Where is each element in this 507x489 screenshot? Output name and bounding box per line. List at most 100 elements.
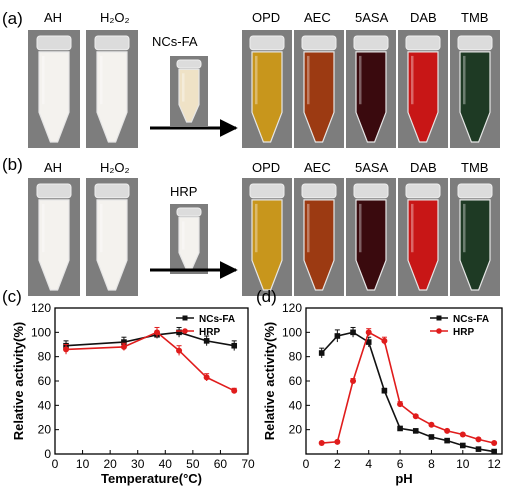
data-point bbox=[365, 339, 372, 345]
y-tick-label: 40 bbox=[38, 398, 52, 412]
product-label-tmb: TMB bbox=[461, 10, 488, 25]
panel-c-label: (c) bbox=[2, 287, 22, 306]
y-tick-label: 0 bbox=[44, 447, 51, 461]
legend-marker bbox=[436, 315, 442, 321]
tube-highlight bbox=[411, 55, 414, 105]
tube-liquid bbox=[178, 68, 200, 123]
panel-a: (a) AH H₂O₂ NCs-FA OPD AEC 5ASA DAB TMB bbox=[2, 9, 500, 148]
tube-label-ah: AH bbox=[44, 160, 62, 175]
tube-highlight bbox=[359, 55, 362, 105]
data-point bbox=[318, 350, 325, 356]
tube-aec bbox=[301, 35, 337, 143]
y-tick-label: 100 bbox=[31, 325, 51, 339]
tube-cap bbox=[353, 35, 389, 51]
tube-liquid bbox=[38, 51, 70, 143]
x-tick-label: 12 bbox=[487, 457, 501, 471]
data-point bbox=[334, 333, 341, 339]
tube-highlight bbox=[463, 203, 466, 253]
chart-temperature: 0 10 20 30 40 50 60 70 0 20 40 60 80 100 120 Temperatur… bbox=[11, 301, 255, 486]
tube-label-h2o2: H₂O₂ bbox=[100, 10, 130, 25]
data-point bbox=[63, 346, 70, 353]
tube-5asa bbox=[353, 35, 389, 143]
photo-substrate-tubes bbox=[28, 178, 138, 296]
legend-label: HRP bbox=[199, 327, 220, 338]
legend-entry: NCs-FA bbox=[430, 314, 489, 325]
panel-c: (c) 0 10 20 30 40 50 60 70 0 20 40 60 80 100 120 Temper… bbox=[2, 287, 255, 486]
y-tick-label: 60 bbox=[289, 374, 303, 388]
data-point bbox=[231, 342, 238, 349]
y-axis-label: Relative activity(%) bbox=[262, 322, 277, 441]
tube-cap bbox=[36, 183, 72, 199]
data-point bbox=[412, 413, 419, 420]
tube-h2o2 bbox=[94, 35, 130, 143]
data-point bbox=[203, 374, 210, 381]
tube-ah bbox=[36, 183, 72, 291]
legend-label: HRP bbox=[453, 327, 474, 338]
data-point bbox=[428, 434, 435, 440]
tube-liquid bbox=[251, 51, 283, 143]
legend-entry: NCs-FA bbox=[176, 314, 235, 325]
chart-ph: 0 2 4 6 8 10 12 20 40 60 80 100 120 pH Relative activi… bbox=[262, 301, 503, 486]
series-line bbox=[321, 331, 495, 444]
x-tick-label: 40 bbox=[159, 457, 173, 471]
series-ncs-fa bbox=[318, 326, 497, 455]
tube-cap bbox=[353, 183, 389, 199]
tube-highlight bbox=[411, 203, 414, 253]
x-tick-label: 4 bbox=[365, 457, 372, 471]
data-point bbox=[397, 401, 404, 408]
x-axis-label: pH bbox=[395, 471, 412, 486]
data-point bbox=[120, 343, 127, 350]
data-point bbox=[475, 446, 482, 452]
tube-liquid bbox=[355, 51, 387, 143]
tube-cap bbox=[36, 35, 72, 51]
data-point bbox=[428, 421, 435, 428]
data-point bbox=[350, 378, 357, 384]
tube-catalyst bbox=[176, 59, 202, 123]
legend-label: NCs-FA bbox=[199, 314, 235, 325]
tube-cap bbox=[176, 207, 202, 217]
tube-opd bbox=[249, 183, 285, 291]
tube-cap bbox=[457, 183, 493, 199]
x-tick-label: 50 bbox=[186, 457, 200, 471]
tube-highlight bbox=[307, 203, 310, 253]
data-point bbox=[397, 425, 403, 432]
y-tick-label: 40 bbox=[289, 398, 303, 412]
tube-ah bbox=[36, 35, 72, 143]
tube-cap bbox=[176, 59, 202, 69]
data-point bbox=[381, 387, 388, 394]
tube-cap bbox=[301, 183, 337, 199]
data-point bbox=[350, 329, 356, 336]
tube-dab bbox=[405, 183, 441, 291]
x-tick-label: 0 bbox=[52, 457, 59, 471]
tube-cap bbox=[94, 35, 130, 51]
tube-tmb bbox=[457, 183, 493, 291]
legend-label: NCs-FA bbox=[453, 314, 489, 325]
product-label-dab: DAB bbox=[410, 10, 437, 25]
product-label-dab: DAB bbox=[410, 160, 437, 175]
series-line bbox=[321, 331, 495, 453]
data-point bbox=[444, 427, 451, 434]
panel-d-label: (d) bbox=[256, 287, 277, 306]
data-point bbox=[444, 437, 450, 444]
y-axis-label: Relative activity(%) bbox=[11, 322, 26, 441]
tube-cap bbox=[457, 35, 493, 51]
data-point bbox=[381, 337, 388, 344]
tube-cap bbox=[249, 183, 285, 199]
photo-hrp-tube bbox=[170, 204, 208, 274]
tube-highlight bbox=[100, 55, 103, 105]
x-axis-label: Temperature(°C) bbox=[101, 471, 202, 486]
x-tick-label: 10 bbox=[76, 457, 90, 471]
legend-entry: HRP bbox=[430, 327, 474, 338]
data-point bbox=[154, 329, 161, 336]
x-tick-label: 10 bbox=[456, 457, 470, 471]
tube-tmb bbox=[457, 35, 493, 143]
series-hrp bbox=[63, 326, 238, 394]
photo-product-tubes bbox=[242, 30, 500, 148]
data-point bbox=[318, 440, 325, 447]
reagent-label-hrp: HRP bbox=[170, 184, 197, 199]
x-tick-label: 2 bbox=[334, 457, 341, 471]
tube-highlight bbox=[359, 203, 362, 253]
tube-aec bbox=[301, 183, 337, 291]
tube-highlight bbox=[42, 203, 45, 253]
tube-liquid bbox=[303, 199, 335, 291]
